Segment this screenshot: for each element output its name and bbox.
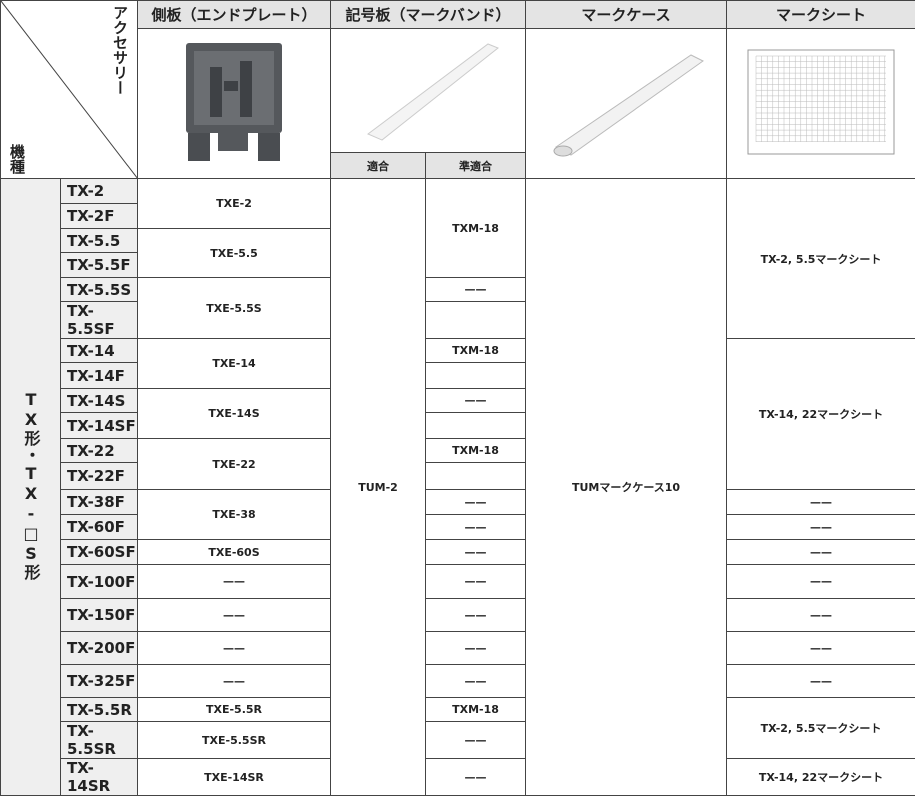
mark-sheet-cell: TX-2, 5.5マークシート <box>726 697 915 759</box>
image-cell <box>726 28 915 179</box>
side-plate-cell: TXE-2 <box>137 178 331 229</box>
image-cell <box>329 28 527 153</box>
group-cell: TX形・TX-□S形 <box>0 178 61 796</box>
model-cell: TX-14S <box>60 388 138 413</box>
semi-fit-cell: —— <box>424 758 527 796</box>
model-cell: TX-22 <box>60 438 138 463</box>
header-cell: 側板（エンドプレート） <box>137 0 331 29</box>
group-label: TX形・TX-□S形 <box>21 389 41 581</box>
model-cell: TX-22F <box>60 462 138 490</box>
side-plate-cell: TXE-14SR <box>137 758 331 796</box>
model-cell: TX-5.5F <box>60 252 138 278</box>
header-cell: マークシート <box>726 0 915 29</box>
corner-cell: アクセサリー 機種 <box>0 0 138 179</box>
model-cell: TX-5.5SR <box>60 721 138 759</box>
corner-bottom: 機種 <box>8 144 26 174</box>
subheader-cell: 適合 <box>330 152 426 179</box>
model-cell: TX-5.5S <box>60 277 138 302</box>
model-cell: TX-5.5SF <box>60 301 138 339</box>
semi-fit-cell: —— <box>424 514 527 540</box>
model-cell: TX-60SF <box>60 539 138 565</box>
semi-fit-cell: —— <box>424 631 527 665</box>
header-cell: 記号板（マークバンド） <box>329 0 527 29</box>
semi-fit-cell: —— <box>424 539 527 565</box>
side-plate-cell: TXE-14S <box>137 388 331 439</box>
marker-band-image <box>367 43 499 141</box>
model-cell: TX-5.5 <box>60 228 138 253</box>
semi-fit-cell: TXM-18 <box>424 438 527 463</box>
corner-top: アクセサリー <box>111 5 129 95</box>
semi-fit-cell <box>424 301 527 339</box>
semi-fit-cell: —— <box>424 388 527 413</box>
side-plate-cell: —— <box>137 631 331 665</box>
semi-fit-cell: TXM-18 <box>424 338 527 363</box>
semi-fit-cell: —— <box>424 489 527 515</box>
mark-case-image <box>553 54 704 157</box>
model-cell: TX-2F <box>60 203 138 229</box>
diagonal <box>1 1 137 178</box>
model-cell: TX-2 <box>60 178 138 204</box>
side-plate-cell: TXE-5.5R <box>137 697 331 722</box>
side-plate-cell: TXE-60S <box>137 539 331 565</box>
header-cell: マークケース <box>525 0 728 29</box>
image-cell <box>525 28 728 179</box>
model-cell: TX-200F <box>60 631 138 665</box>
side-plate-cell: TXE-14 <box>137 338 331 389</box>
mark-case-cell: TUMマークケース10 <box>525 178 728 796</box>
mark-sheet-cell: TX-14, 22マークシート <box>726 758 915 796</box>
model-cell: TX-38F <box>60 489 138 515</box>
semi-fit-cell: —— <box>424 664 527 698</box>
semi-fit-cell: —— <box>424 277 527 302</box>
mark-sheet-cell: —— <box>726 489 915 515</box>
semi-fit-cell: TXM-18 <box>424 178 527 278</box>
mark-sheet-cell: TX-2, 5.5マークシート <box>726 178 915 339</box>
subheader-cell: 準適合 <box>424 152 527 179</box>
side-plate-cell: —— <box>137 598 331 632</box>
side-plate-cell: TXE-5.5S <box>137 277 331 339</box>
side-plate-image <box>186 43 282 161</box>
semi-fit-cell <box>424 362 527 389</box>
semi-fit-cell: TXM-18 <box>424 697 527 722</box>
semi-fit-cell: —— <box>424 721 527 759</box>
model-cell: TX-100F <box>60 564 138 599</box>
mark-sheet-image <box>747 49 895 155</box>
image-cell <box>137 28 331 179</box>
side-plate-cell: TXE-38 <box>137 489 331 540</box>
mark-sheet-cell: —— <box>726 664 915 698</box>
mark-sheet-cell: —— <box>726 514 915 540</box>
mark-sheet-cell: —— <box>726 598 915 632</box>
side-plate-cell: —— <box>137 664 331 698</box>
semi-fit-cell: —— <box>424 598 527 632</box>
semi-fit-cell <box>424 412 527 439</box>
mark-sheet-cell: —— <box>726 564 915 599</box>
mark-sheet-cell: TX-14, 22マークシート <box>726 338 915 490</box>
fit-cell: TUM-2 <box>330 178 426 796</box>
model-cell: TX-5.5R <box>60 697 138 722</box>
model-cell: TX-14SF <box>60 412 138 439</box>
model-cell: TX-325F <box>60 664 138 698</box>
side-plate-cell: —— <box>137 564 331 599</box>
side-plate-cell: TXE-5.5 <box>137 228 331 278</box>
side-plate-cell: TXE-5.5SR <box>137 721 331 759</box>
mark-sheet-cell: —— <box>726 631 915 665</box>
model-cell: TX-14SR <box>60 758 138 796</box>
model-cell: TX-14F <box>60 362 138 389</box>
mark-sheet-cell: —— <box>726 539 915 565</box>
model-cell: TX-150F <box>60 598 138 632</box>
semi-fit-cell <box>424 462 527 490</box>
semi-fit-cell: —— <box>424 564 527 599</box>
model-cell: TX-60F <box>60 514 138 540</box>
side-plate-cell: TXE-22 <box>137 438 331 490</box>
model-cell: TX-14 <box>60 338 138 363</box>
